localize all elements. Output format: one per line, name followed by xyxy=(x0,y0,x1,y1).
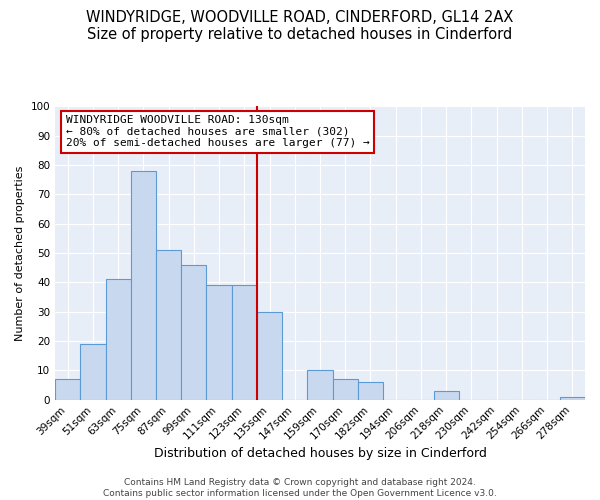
Bar xyxy=(257,312,282,400)
Bar xyxy=(434,391,459,400)
Bar xyxy=(307,370,332,400)
Bar xyxy=(332,379,358,400)
Bar xyxy=(156,250,181,400)
Bar xyxy=(106,280,131,400)
Text: WINDYRIDGE WOODVILLE ROAD: 130sqm
← 80% of detached houses are smaller (302)
20%: WINDYRIDGE WOODVILLE ROAD: 130sqm ← 80% … xyxy=(65,115,370,148)
Bar xyxy=(560,397,585,400)
Bar xyxy=(80,344,106,400)
Text: WINDYRIDGE, WOODVILLE ROAD, CINDERFORD, GL14 2AX
Size of property relative to de: WINDYRIDGE, WOODVILLE ROAD, CINDERFORD, … xyxy=(86,10,514,42)
Bar xyxy=(206,286,232,400)
Bar xyxy=(358,382,383,400)
Bar xyxy=(232,286,257,400)
Text: Contains HM Land Registry data © Crown copyright and database right 2024.
Contai: Contains HM Land Registry data © Crown c… xyxy=(103,478,497,498)
Bar xyxy=(131,171,156,400)
Bar xyxy=(55,379,80,400)
Y-axis label: Number of detached properties: Number of detached properties xyxy=(15,166,25,341)
Bar xyxy=(181,265,206,400)
X-axis label: Distribution of detached houses by size in Cinderford: Distribution of detached houses by size … xyxy=(154,447,487,460)
